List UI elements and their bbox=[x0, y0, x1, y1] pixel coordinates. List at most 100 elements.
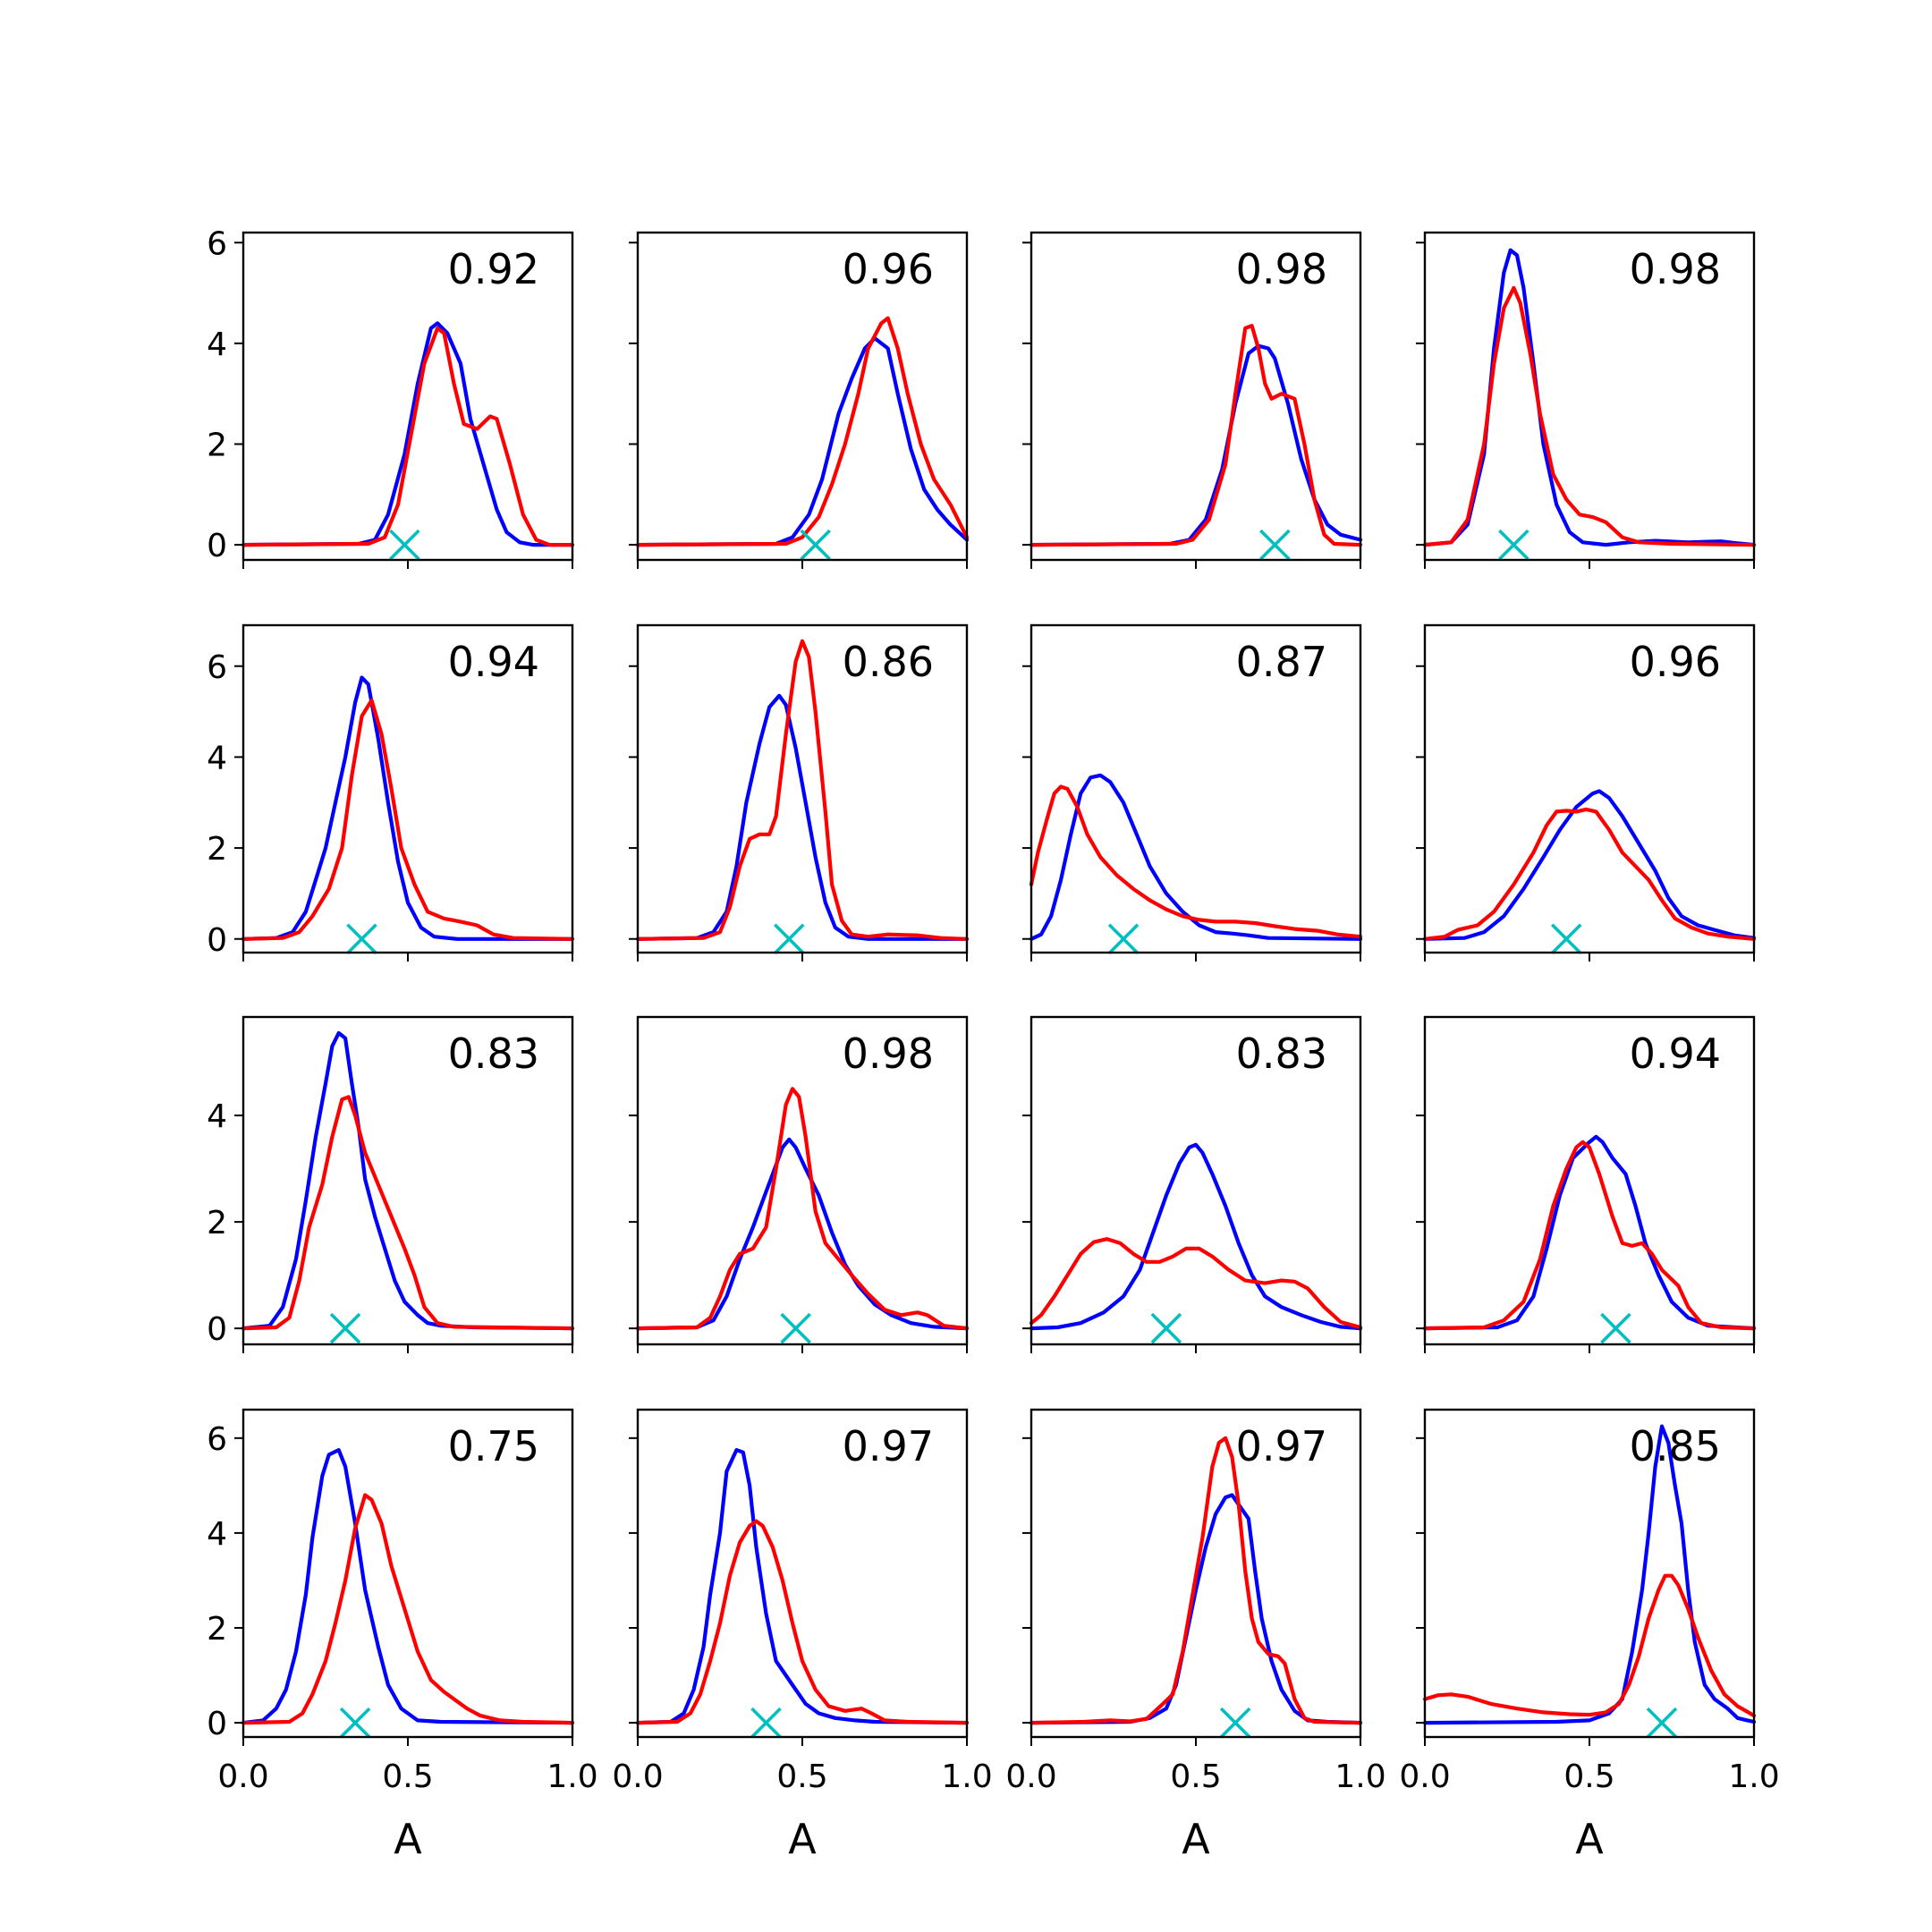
y-tick-label: 4 bbox=[207, 326, 227, 363]
x-tick-label: 1.0 bbox=[547, 1758, 597, 1795]
panel-score-label: 0.98 bbox=[1630, 245, 1721, 293]
series-blue-line bbox=[1422, 789, 1757, 941]
y-tick-label: 2 bbox=[207, 831, 227, 868]
panel-r3-c4: 0.94 bbox=[1416, 1015, 1757, 1353]
series-blue-line bbox=[635, 336, 970, 547]
series-blue-line bbox=[1029, 1493, 1363, 1725]
x-tick-label: 0.5 bbox=[1170, 1758, 1221, 1795]
y-tick-label: 2 bbox=[207, 427, 227, 463]
x-tick-label: 1.0 bbox=[1728, 1758, 1779, 1795]
y-tick-label: 4 bbox=[207, 1098, 227, 1135]
x-tick-label: 1.0 bbox=[941, 1758, 992, 1795]
y-tick-label: 4 bbox=[207, 740, 227, 776]
series-red-line bbox=[1029, 784, 1363, 939]
panel-r3-c1: 0 2 4 0.83 bbox=[207, 1015, 575, 1353]
y-tick-label: 4 bbox=[207, 1516, 227, 1553]
x-tick-label: 0.0 bbox=[1399, 1758, 1450, 1795]
series-blue-line bbox=[241, 1448, 575, 1725]
y-tick-label: 0 bbox=[207, 1311, 227, 1348]
panel-r4-c1: 0.0 0.5 1.0 0 2 4 6 A 0.75 bbox=[207, 1408, 598, 1863]
panel-score-label: 0.83 bbox=[448, 1030, 539, 1078]
panel-score-label: 0.98 bbox=[1236, 245, 1327, 293]
series-red-line bbox=[1029, 1436, 1363, 1725]
panel-r2-c4: 0.96 bbox=[1416, 623, 1757, 962]
marker-x bbox=[750, 1707, 782, 1739]
marker-x bbox=[1600, 1312, 1631, 1344]
panel-r3-c3: 0.83 bbox=[1022, 1015, 1363, 1353]
series-blue-line bbox=[1422, 1134, 1757, 1331]
panel-score-label: 0.94 bbox=[1630, 1030, 1721, 1078]
series-red-line bbox=[635, 1519, 970, 1725]
panel-score-label: 0.85 bbox=[1630, 1422, 1721, 1470]
series-blue-line bbox=[1029, 1142, 1363, 1331]
series-red-line bbox=[241, 326, 575, 547]
marker-x bbox=[780, 1312, 811, 1344]
panel-r2-c2: 0.86 bbox=[629, 623, 970, 962]
series-red-line bbox=[635, 639, 970, 941]
x-tick-label: 0.0 bbox=[1005, 1758, 1056, 1795]
panel-r1-c3: 0.98 bbox=[1022, 231, 1363, 569]
series-blue-line bbox=[1422, 1424, 1757, 1725]
panel-score-label: 0.98 bbox=[843, 1030, 934, 1078]
y-tick-label: 6 bbox=[207, 649, 227, 686]
panel-score-label: 0.92 bbox=[448, 245, 539, 293]
series-blue-line bbox=[1029, 773, 1363, 941]
panel-score-label: 0.87 bbox=[1236, 638, 1327, 686]
series-blue-line bbox=[241, 675, 575, 941]
series-blue-line bbox=[635, 1137, 970, 1331]
marker-x bbox=[1219, 1707, 1251, 1739]
y-tick-label: 6 bbox=[207, 1421, 227, 1458]
series-blue-line bbox=[635, 693, 970, 941]
y-tick-label: 2 bbox=[207, 1205, 227, 1241]
marker-x bbox=[1646, 1707, 1678, 1739]
x-axis-label: A bbox=[1575, 1815, 1604, 1863]
series-blue-line bbox=[1422, 248, 1757, 547]
marker-x bbox=[1550, 923, 1582, 955]
x-axis-label: A bbox=[788, 1815, 817, 1863]
series-red-line bbox=[1029, 324, 1363, 547]
panel-r4-c3: 0.0 0.5 1.0 A 0.97 bbox=[1005, 1408, 1386, 1863]
x-tick-label: 1.0 bbox=[1335, 1758, 1385, 1795]
series-red-line bbox=[1422, 285, 1757, 547]
x-tick-label: 0.0 bbox=[217, 1758, 268, 1795]
series-red-line bbox=[1422, 807, 1757, 941]
panel-score-label: 0.97 bbox=[1236, 1422, 1327, 1470]
panel-r3-c2: 0.98 bbox=[629, 1015, 970, 1353]
series-blue-line bbox=[1029, 343, 1363, 547]
x-tick-label: 0.0 bbox=[612, 1758, 663, 1795]
y-tick-label: 0 bbox=[207, 922, 227, 959]
panel-score-label: 0.97 bbox=[843, 1422, 934, 1470]
panel-r1-c2: 0.96 bbox=[629, 231, 970, 569]
series-red-line bbox=[241, 698, 575, 941]
panel-score-label: 0.94 bbox=[448, 638, 539, 686]
y-tick-label: 2 bbox=[207, 1611, 227, 1648]
series-blue-line bbox=[241, 321, 575, 547]
series-red-line bbox=[241, 1095, 575, 1331]
marker-x bbox=[774, 923, 805, 955]
series-blue-line bbox=[635, 1448, 970, 1725]
marker-x bbox=[346, 923, 377, 955]
x-axis-label: A bbox=[1182, 1815, 1210, 1863]
y-tick-label: 6 bbox=[207, 225, 227, 262]
x-tick-label: 0.5 bbox=[776, 1758, 827, 1795]
series-red-line bbox=[635, 1087, 970, 1331]
panel-score-label: 0.96 bbox=[843, 245, 934, 293]
series-red-line bbox=[1422, 1573, 1757, 1718]
series-red-line bbox=[635, 316, 970, 547]
x-axis-label: A bbox=[394, 1815, 422, 1863]
panel-r4-c2: 0.0 0.5 1.0 A 0.97 bbox=[612, 1408, 993, 1863]
y-tick-label: 0 bbox=[207, 1706, 227, 1742]
series-red-line bbox=[1029, 1237, 1363, 1330]
series-red-line bbox=[1422, 1140, 1757, 1331]
marker-x bbox=[389, 529, 420, 561]
y-tick-label: 0 bbox=[207, 528, 227, 564]
panel-r1-c1: 0 2 4 6 0.92 bbox=[207, 225, 575, 569]
panel-score-label: 0.75 bbox=[448, 1422, 539, 1470]
panel-r2-c1: 0 2 4 6 0.94 bbox=[207, 623, 575, 962]
marker-x bbox=[800, 529, 831, 561]
marker-x bbox=[339, 1707, 371, 1739]
marker-x bbox=[1259, 529, 1291, 561]
series-red-line bbox=[241, 1493, 575, 1725]
marker-x bbox=[1150, 1312, 1182, 1344]
